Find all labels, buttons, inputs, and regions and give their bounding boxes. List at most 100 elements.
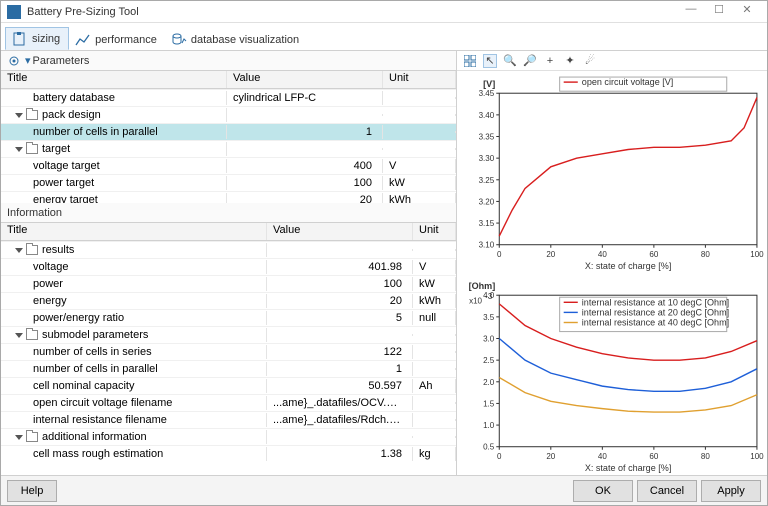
param-row-cells-parallel[interactable]: number of cells in parallel1 [1, 123, 456, 140]
col-value: Value [267, 223, 413, 240]
zoom-in-icon[interactable]: 🔍 [503, 54, 517, 68]
parameters-label: Parameters [33, 55, 90, 67]
col-value: Value [227, 71, 383, 88]
clipboard-icon [12, 32, 28, 46]
crosshair-icon[interactable]: + [543, 54, 557, 68]
titlebar: Battery Pre-Sizing Tool — ☐ ✕ [1, 1, 767, 23]
svg-text:2.5: 2.5 [483, 356, 495, 365]
dropdown-icon[interactable]: ▾ [25, 54, 31, 67]
param-group-pack-design[interactable]: pack design [1, 106, 456, 123]
parameters-grid: Title Value Unit battery databasecylindr… [1, 71, 456, 203]
tab-sizing-label: sizing [32, 33, 60, 45]
info-row-cells-parallel[interactable]: number of cells in parallel1 [1, 360, 456, 377]
tab-performance[interactable]: performance [69, 29, 165, 50]
triangle-icon [15, 333, 23, 338]
param-group-target[interactable]: target [1, 140, 456, 157]
svg-text:1.5: 1.5 [483, 399, 495, 408]
svg-text:20: 20 [546, 452, 555, 461]
tab-dbviz-label: database visualization [191, 34, 299, 46]
param-row-voltage-target[interactable]: voltage target400V [1, 157, 456, 174]
svg-text:40: 40 [598, 452, 607, 461]
svg-text:3.35: 3.35 [479, 133, 495, 142]
svg-text:[Ohm]: [Ohm] [469, 281, 496, 291]
svg-text:-3: -3 [485, 292, 493, 301]
param-row-energy-target[interactable]: energy target20kWh [1, 191, 456, 203]
svg-text:1.0: 1.0 [483, 421, 495, 430]
chart-resistance[interactable]: 0204060801000.51.01.52.02.53.03.54.0X: s… [457, 273, 767, 475]
svg-text:3.45: 3.45 [479, 89, 495, 98]
info-row-r-file[interactable]: internal resistance filename...ame}_.dat… [1, 411, 456, 428]
chart-toolbar: ↖ 🔍 🔎 + ✦ ☄ [457, 51, 767, 71]
svg-text:3.0: 3.0 [483, 335, 495, 344]
info-group-submodel[interactable]: submodel parameters [1, 326, 456, 343]
performance-icon [75, 33, 91, 47]
svg-text:3.25: 3.25 [479, 176, 495, 185]
maximize-button[interactable]: ☐ [705, 3, 733, 21]
info-group-results[interactable]: results [1, 241, 456, 258]
info-row-ocv-file[interactable]: open circuit voltage filename...ame}_.da… [1, 394, 456, 411]
parameters-header: ▾ Parameters [1, 51, 456, 71]
svg-text:internal resistance at 10 degC: internal resistance at 10 degC [Ohm] [582, 297, 729, 307]
col-unit: Unit [383, 71, 456, 88]
info-row-voltage[interactable]: voltage401.98V [1, 258, 456, 275]
col-title: Title [1, 223, 267, 240]
svg-text:40: 40 [598, 250, 607, 259]
apply-button[interactable]: Apply [701, 480, 761, 502]
info-row-pe-ratio[interactable]: power/energy ratio5null [1, 309, 456, 326]
info-row-power[interactable]: power100kW [1, 275, 456, 292]
params-grid-header: Title Value Unit [1, 71, 456, 89]
triangle-icon [15, 248, 23, 253]
zoom-out-icon[interactable]: 🔎 [523, 54, 537, 68]
sliders-icon[interactable]: ☄ [583, 54, 597, 68]
info-row-cell-mass[interactable]: cell mass rough estimation1.38kg [1, 445, 456, 462]
minimize-button[interactable]: — [677, 3, 705, 21]
gear-icon[interactable] [7, 54, 21, 68]
content-area: ▾ Parameters Title Value Unit battery da… [1, 51, 767, 475]
chart-ocv[interactable]: 0204060801003.103.153.203.253.303.353.40… [457, 71, 767, 273]
app-icon [7, 5, 21, 19]
app-window: Battery Pre-Sizing Tool — ☐ ✕ sizing per… [0, 0, 768, 506]
folder-icon [26, 330, 38, 340]
info-row-capacity[interactable]: cell nominal capacity50.597Ah [1, 377, 456, 394]
svg-text:100: 100 [750, 452, 764, 461]
tab-performance-label: performance [95, 34, 157, 46]
info-group-additional[interactable]: additional information [1, 428, 456, 445]
info-grid-header: Title Value Unit [1, 223, 456, 241]
pointer-icon[interactable]: ↖ [483, 54, 497, 68]
folder-icon [26, 144, 38, 154]
cancel-button[interactable]: Cancel [637, 480, 697, 502]
information-grid: Title Value Unit results voltage401.98V … [1, 223, 456, 475]
svg-text:3.10: 3.10 [479, 241, 495, 250]
svg-text:60: 60 [649, 250, 658, 259]
folder-icon [26, 432, 38, 442]
svg-text:80: 80 [701, 250, 710, 259]
svg-text:internal resistance at 20 degC: internal resistance at 20 degC [Ohm] [582, 307, 729, 317]
triangle-icon [15, 435, 23, 440]
svg-text:3.15: 3.15 [479, 219, 495, 228]
info-row-energy[interactable]: energy20kWh [1, 292, 456, 309]
param-row-power-target[interactable]: power target100kW [1, 174, 456, 191]
info-rows: results voltage401.98V power100kW energy… [1, 241, 456, 475]
information-header: Information [1, 203, 456, 223]
svg-text:0: 0 [497, 452, 502, 461]
param-row-battery-db[interactable]: battery databasecylindrical LFP-C [1, 89, 456, 106]
svg-text:X: state of charge [%]: X: state of charge [%] [585, 463, 672, 473]
svg-text:X: state of charge [%]: X: state of charge [%] [585, 261, 672, 271]
grid-view-icon[interactable] [463, 54, 477, 68]
tab-sizing[interactable]: sizing [5, 27, 69, 50]
right-column: ↖ 🔍 🔎 + ✦ ☄ 0204060801003.103.153.203.25… [457, 51, 767, 475]
ok-button[interactable]: OK [573, 480, 633, 502]
close-button[interactable]: ✕ [733, 3, 761, 21]
info-row-cells-series[interactable]: number of cells in series122 [1, 343, 456, 360]
left-column: ▾ Parameters Title Value Unit battery da… [1, 51, 457, 475]
charts-area: 0204060801003.103.153.203.253.303.353.40… [457, 71, 767, 475]
tab-dbviz[interactable]: database visualization [165, 29, 307, 50]
svg-text:3.40: 3.40 [479, 111, 495, 120]
svg-text:80: 80 [701, 452, 710, 461]
help-button[interactable]: Help [7, 480, 57, 502]
col-title: Title [1, 71, 227, 88]
svg-text:3.30: 3.30 [479, 154, 495, 163]
svg-text:[V]: [V] [483, 79, 495, 89]
svg-text:open circuit voltage [V]: open circuit voltage [V] [582, 77, 674, 87]
marker-icon[interactable]: ✦ [563, 54, 577, 68]
